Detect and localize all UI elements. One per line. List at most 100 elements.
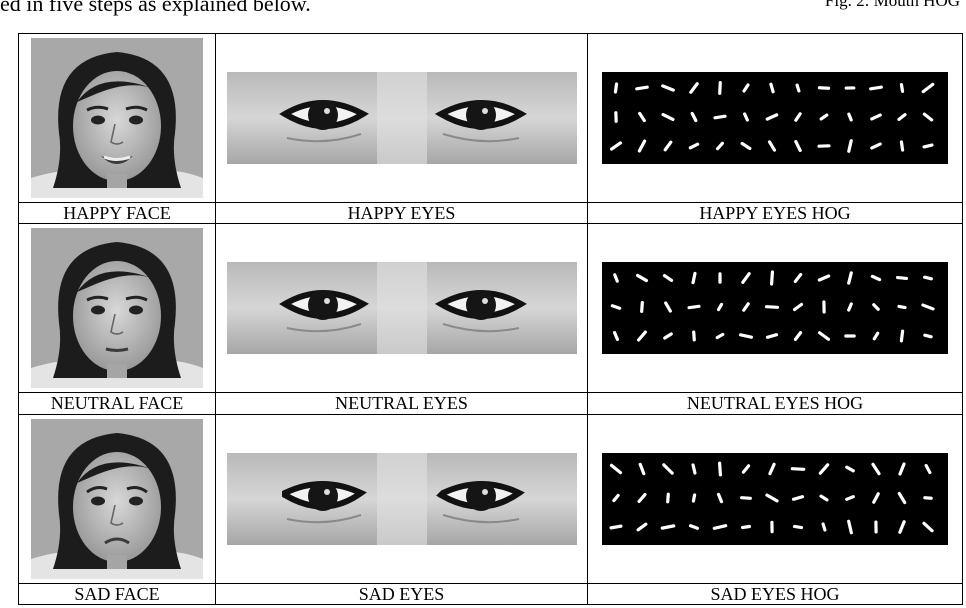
hog-cell-mark [870, 275, 882, 282]
sad-face-label: SAD FACE [18, 582, 216, 605]
figure-caption: Fig. 2: Mouth HOG [824, 0, 960, 10]
hog-cell-mark [742, 83, 750, 93]
hog-cell-mark [899, 140, 905, 152]
hog-cell-mark [899, 329, 905, 343]
hog-cell-mark [922, 521, 934, 532]
hog-cell-mark [635, 85, 649, 91]
hog-cell-mark [898, 519, 906, 534]
hog-cell-mark [692, 330, 696, 342]
hog-cell-mark [638, 111, 646, 123]
table-row-happy-images [18, 33, 963, 203]
neutral-eyes-hog-label: NEUTRAL EYES HOG [587, 392, 963, 415]
table-row-sad-labels: SAD FACE SAD EYES SAD EYES HOG [18, 582, 963, 605]
hog-cell-mark [637, 330, 647, 342]
hog-cell-mark [922, 143, 934, 149]
hog-cell-mark [666, 492, 670, 504]
hog-cell-mark [713, 114, 727, 120]
hog-cell-mark [819, 494, 829, 502]
hog-cell-mark [791, 494, 805, 501]
hog-cell-mark [610, 304, 622, 311]
hog-cell-mark [847, 519, 853, 534]
table-row-happy-labels: HAPPY FACE HAPPY EYES HAPPY EYES HOG [18, 201, 963, 225]
hog-cell-mark [794, 112, 802, 122]
hog-cell-mark [637, 492, 647, 503]
hog-cell-mark [767, 140, 777, 152]
hog-cell-mark [740, 495, 752, 500]
hog-cell-mark [923, 333, 933, 339]
hog-cell-mark [872, 303, 880, 312]
hog-cell-mark [792, 303, 804, 312]
hog-cell-mark [845, 494, 855, 501]
hog-cell-mark [847, 271, 853, 285]
expression-table: HAPPY FACE HAPPY EYES HAPPY EYES HOG NEU… [18, 33, 963, 605]
hog-cell [587, 223, 963, 394]
hog-cell-mark [765, 113, 779, 121]
hog-cell-mark [635, 274, 649, 283]
hog-cell-mark [689, 82, 699, 94]
hog-cell-mark [691, 492, 697, 503]
hog-cell-mark [660, 523, 676, 530]
hog-cell-mark [688, 142, 700, 150]
hog-cell-mark [872, 331, 880, 341]
hog-cell-mark [636, 522, 648, 531]
hog-cell-mark [921, 303, 935, 311]
hog-cell-mark [845, 465, 855, 472]
hog-cell-mark [690, 111, 698, 123]
hog-cell-mark [921, 82, 935, 94]
hog-cell-mark [740, 141, 752, 151]
hog-cell-mark [793, 273, 803, 284]
table-row-neutral-labels: NEUTRAL FACE NEUTRAL EYES NEUTRAL EYES H… [18, 392, 963, 415]
hog-cell-mark [898, 461, 906, 476]
hog-cell-mark [870, 113, 882, 121]
hog-cell-mark [691, 272, 697, 285]
hog-cell-mark [869, 85, 883, 91]
intro-text: ed in five steps as explained below. [0, 0, 311, 16]
hog-cell-mark [740, 524, 752, 529]
hog-cell-mark [663, 332, 673, 340]
hog-cell-mark [687, 304, 701, 310]
hog-cell-mark [742, 302, 750, 312]
hog-cell-mark [664, 301, 672, 313]
hog-cell-mark [662, 274, 674, 283]
hog-cell-mark [792, 524, 804, 529]
hog-cell-mark [638, 462, 646, 475]
hog-cell-mark [637, 139, 647, 153]
hog-cell-mark [741, 463, 751, 474]
hog-cell-mark [922, 112, 934, 122]
hog-cell-mark [847, 302, 853, 312]
happy-eyes-hog-image [602, 71, 948, 164]
table-row-neutral-images [18, 223, 963, 394]
hog-cell-mark [847, 112, 853, 122]
hog-cell-mark [769, 270, 775, 286]
hog-cell-mark [897, 112, 907, 121]
hog-cell-mark [609, 463, 623, 474]
hog-cell-mark [717, 461, 723, 477]
face-cell [18, 33, 216, 203]
hog-cell-mark [795, 83, 801, 93]
hog-cell-mark [661, 112, 675, 121]
hog-cell-mark [691, 462, 697, 475]
hog-cell-mark [897, 491, 907, 504]
hog-cell-mark [817, 331, 831, 342]
hog-cell-mark [716, 303, 724, 312]
hog-cell-mark [790, 466, 806, 471]
hog-cell-mark [899, 82, 905, 93]
hog-cell-mark [715, 141, 725, 151]
neutral-face-label: NEUTRAL FACE [18, 392, 216, 415]
face-cell [18, 223, 216, 394]
hog-cell-mark [640, 301, 644, 314]
hog-cell-mark [662, 462, 674, 475]
face-cell [18, 413, 216, 584]
sad-eyes-label: SAD EYES [215, 582, 588, 605]
hog-cell [587, 33, 963, 203]
hog-cell-mark [818, 462, 830, 475]
hog-cell-mark [612, 493, 620, 502]
hog-cell-mark [794, 139, 802, 152]
hog-cell-mark [769, 82, 775, 94]
hog-cell-mark [896, 276, 908, 281]
hog-cell-mark [715, 333, 725, 340]
hog-cell-mark [661, 84, 675, 92]
hog-cell-mark [923, 275, 933, 281]
hog-cell-mark [765, 333, 779, 340]
hog-cell-mark [764, 305, 780, 310]
